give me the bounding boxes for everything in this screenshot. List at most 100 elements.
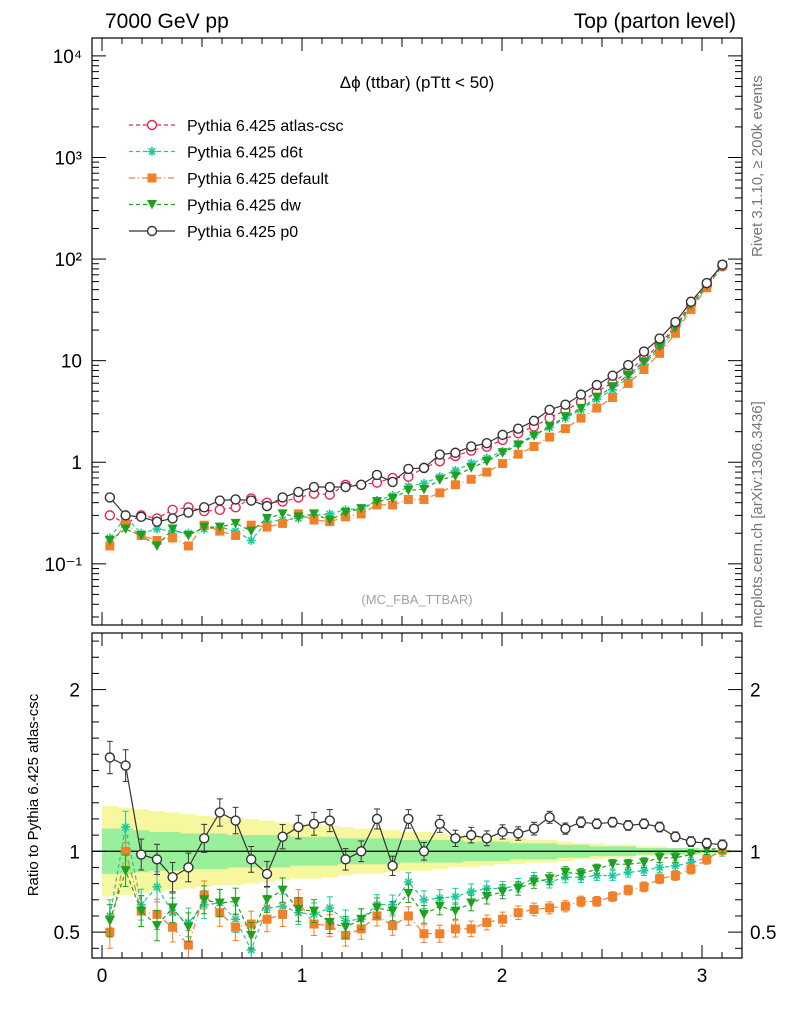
legend-label: Pythia 6.425 dw [187,198,301,215]
ratio-point [152,882,162,892]
data-point [560,424,570,434]
ratio-line [109,847,723,937]
ratio-point [135,849,147,860]
ratio-point [466,924,476,934]
data-point [387,476,398,488]
ratio-point [325,903,335,913]
data-point [262,513,272,524]
ratio-point [466,898,477,909]
data-point [105,541,115,551]
data-point [481,437,492,449]
ratio-line [109,756,723,878]
x-tick-label: 1 [297,966,308,987]
ratio-point [654,821,665,833]
ratio-point [387,906,398,917]
data-point [308,481,320,493]
data-point [246,526,257,537]
series-line [109,265,723,542]
ratio-series-pythia-6-425-dw [104,842,728,949]
ratio-point [419,929,429,939]
data-point [387,493,398,504]
data-point [608,392,618,402]
ratio-point [371,813,383,825]
data-point [167,504,178,516]
ratio-point [670,831,681,842]
ratio-point [278,909,288,919]
data-point [152,541,162,551]
data-point [466,441,477,452]
legend-label: Pythia 6.425 p0 [187,224,298,241]
ratio-point [262,895,272,905]
ratio-point [104,752,116,763]
data-point [309,515,319,525]
series-line [109,265,723,525]
data-point [231,531,241,541]
ratio-point [591,864,602,875]
ratio-point [560,823,571,834]
ratio-point [607,816,618,828]
ratio-point [324,917,335,928]
ratio-point [198,833,210,844]
data-point [575,389,587,400]
data-point [591,379,602,391]
side-label-rivet: Rivet 3.1.10, ≥ 200k events [749,75,766,257]
data-point [261,500,273,512]
ratio-point [481,892,492,902]
data-point [576,403,586,414]
ratio-point [403,911,413,921]
ratio-point [560,901,570,911]
series-line [109,265,723,547]
ratio-point [655,862,665,872]
data-point [528,415,540,426]
data-point [152,524,162,534]
data-point [545,432,555,442]
ratio-point [670,871,680,881]
ratio-y-tick-label-right: 1 [750,842,761,863]
data-point [199,522,210,533]
data-point [293,512,304,522]
ratio-point [670,861,680,871]
data-point [371,469,383,481]
legend-label: Pythia 6.425 default [187,171,329,188]
ratio-point [168,922,178,932]
data-point [262,522,272,532]
data-point [325,509,335,519]
data-point [592,403,602,413]
data-point [403,485,414,496]
data-point [277,492,288,503]
data-point [717,259,728,270]
ratio-y-tick-label: 0.5 [54,923,80,944]
data-point [497,429,508,441]
data-point [513,423,524,434]
ratio-point [686,864,696,874]
ratio-point [450,892,460,902]
ratio-point [466,829,477,841]
ratio-point [434,901,445,912]
ratio-point [545,903,555,913]
ratio-point [623,859,634,870]
data-point [607,382,618,392]
data-point [309,509,319,519]
ratio-point [654,853,665,863]
ratio-point [151,854,163,865]
data-point [198,502,210,513]
ratio-y-tick-label-right: 0.5 [750,923,776,944]
ratio-point [246,930,257,941]
ratio-point [121,846,131,856]
data-point [278,518,288,528]
ratio-point [639,866,649,876]
series-line [109,264,723,523]
main-plot-frame [91,37,743,626]
data-point [183,541,193,551]
data-point [152,535,162,545]
ratio-point [544,812,555,823]
data-point [419,484,429,495]
data-point [607,370,618,381]
data-point [654,342,665,352]
ratio-point [293,821,304,833]
ratio-point [152,921,162,931]
y-tick-label: 10 [61,352,82,373]
ratio-point [481,833,492,844]
data-point [498,459,508,469]
data-point [513,449,523,459]
